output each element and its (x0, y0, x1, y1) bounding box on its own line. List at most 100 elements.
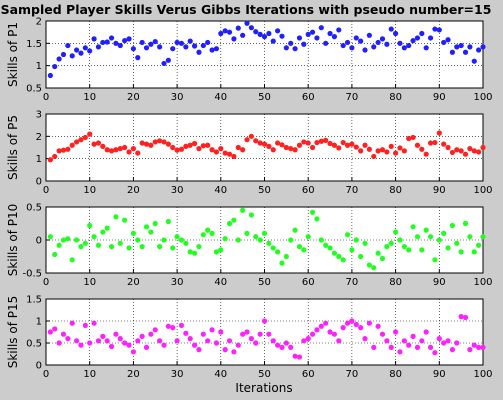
data-point (323, 320, 329, 326)
data-point (375, 148, 381, 154)
x-tick-label: 50 (258, 185, 271, 196)
data-point (174, 39, 180, 46)
data-point (423, 227, 429, 233)
x-tick-label: 20 (127, 277, 140, 288)
y-tick-label: 0 (36, 177, 42, 188)
data-point (248, 212, 254, 218)
data-point (87, 131, 93, 137)
data-point (419, 247, 425, 253)
data-point (196, 49, 202, 55)
data-point (56, 242, 62, 248)
data-point (130, 230, 136, 236)
data-point (336, 338, 342, 344)
data-point (401, 148, 407, 154)
data-point (148, 41, 154, 47)
data-point (414, 234, 421, 240)
data-point (253, 138, 259, 144)
data-point (104, 39, 110, 45)
data-point (336, 253, 342, 260)
x-tick-label: 70 (346, 277, 359, 288)
data-point (205, 142, 211, 148)
data-point (52, 63, 58, 70)
y-tick-label: 0.5 (26, 339, 42, 350)
data-point (191, 250, 198, 256)
data-point (393, 150, 399, 156)
data-point (366, 262, 372, 268)
data-point (170, 325, 176, 331)
data-point (200, 331, 206, 337)
data-point (371, 44, 377, 50)
data-point (191, 342, 198, 348)
x-tick-label: 0 (43, 185, 49, 196)
x-tick-label: 90 (433, 369, 446, 380)
data-point (100, 143, 106, 149)
data-point (388, 240, 394, 246)
data-point (91, 320, 97, 326)
data-point (226, 29, 233, 35)
data-point (432, 257, 438, 263)
data-point (371, 344, 377, 350)
data-point (288, 237, 294, 243)
data-point (375, 250, 381, 256)
data-point (113, 40, 119, 46)
data-point (375, 39, 381, 46)
data-point (344, 320, 351, 326)
data-point (73, 338, 80, 344)
data-point (231, 153, 237, 160)
data-point (174, 147, 180, 153)
data-point (139, 140, 145, 146)
subplot-4: 0 10 20 30 40 50 60 70 80 90 100 0 0.5 1 1.5 Skills of … (6, 295, 493, 381)
data-point (73, 237, 80, 243)
data-point (458, 249, 464, 255)
data-point (375, 323, 381, 329)
data-point (427, 140, 434, 146)
data-point (152, 327, 158, 333)
data-point (384, 41, 390, 47)
data-point (283, 45, 289, 51)
data-point (113, 331, 119, 337)
data-point (362, 142, 368, 148)
data-point (340, 42, 346, 49)
data-point (393, 329, 399, 335)
data-point (152, 38, 158, 45)
figure-title: Sampled Player Skills Verus Gibbs Iterat… (1, 2, 492, 17)
data-point (423, 329, 429, 335)
data-point (384, 338, 390, 344)
data-point (362, 336, 368, 342)
data-point (253, 29, 259, 35)
data-point (462, 49, 469, 55)
data-point (458, 42, 464, 49)
data-point (161, 342, 167, 348)
data-point (69, 320, 75, 326)
data-point (476, 344, 482, 350)
data-point (178, 322, 185, 328)
data-point (432, 139, 438, 146)
data-point (401, 45, 407, 51)
x-tick-label: 90 (433, 277, 446, 288)
data-point (135, 55, 141, 61)
x-tick-label: 30 (171, 277, 184, 288)
data-point (410, 38, 416, 44)
data-point (108, 343, 115, 350)
data-point (314, 35, 320, 41)
x-tick-label: 40 (214, 92, 227, 103)
data-point (187, 38, 193, 44)
data-point (458, 148, 464, 154)
data-point (205, 227, 211, 233)
data-point (471, 342, 477, 348)
data-point (126, 245, 132, 251)
data-point (165, 141, 171, 147)
data-point (292, 353, 298, 359)
data-point (82, 45, 88, 51)
data-point (344, 232, 351, 238)
data-point (143, 45, 150, 51)
data-point (78, 50, 84, 56)
data-point (384, 244, 390, 250)
data-point (152, 139, 158, 145)
x-tick-label: 60 (302, 185, 315, 196)
data-point (100, 229, 106, 235)
data-point (213, 249, 220, 255)
x-tick-label: 30 (171, 185, 184, 196)
data-point (323, 40, 329, 46)
y-tick-label: 2 (36, 17, 42, 28)
